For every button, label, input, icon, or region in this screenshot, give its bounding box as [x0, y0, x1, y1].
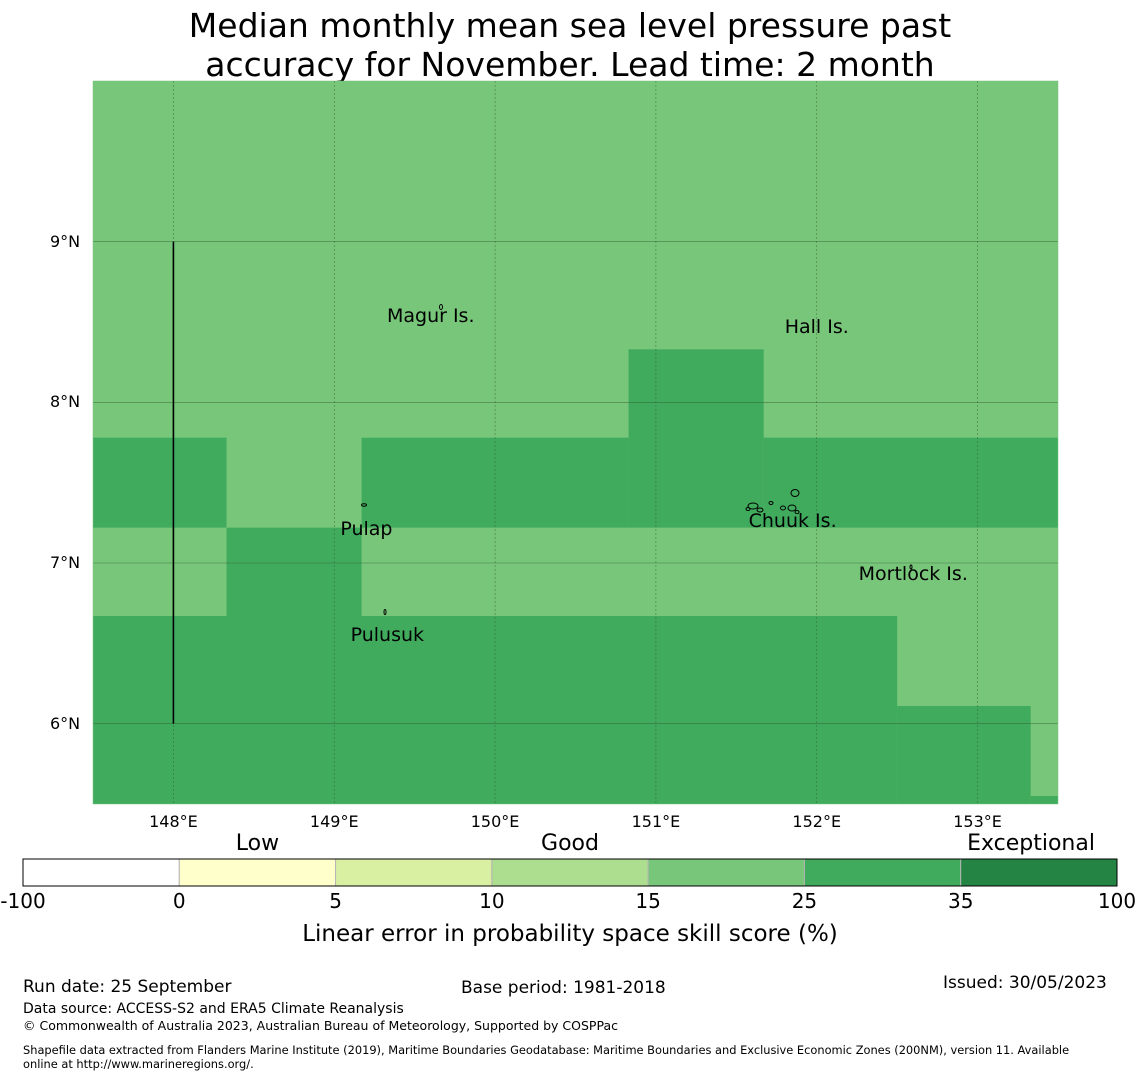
- colorbar-title: Linear error in probability space skill …: [302, 921, 838, 947]
- colorbar-bin: [960, 858, 1118, 887]
- lon-tick-label: 150°E: [470, 812, 520, 831]
- place-label: Hall Is.: [784, 315, 849, 338]
- title-line-1: Median monthly mean sea level pressure p…: [188, 6, 952, 45]
- shapefile-credit-line-2: online at http://www.marineregions.org/.: [23, 1057, 254, 1071]
- colorbar-frame: [22, 858, 1118, 887]
- colorbar-bin: [22, 858, 180, 887]
- lon-tick-label: 149°E: [309, 812, 359, 831]
- title-line-2: accuracy for November. Lead time: 2 mont…: [205, 45, 935, 84]
- skill-cell: [763, 437, 1058, 528]
- colorbar-tick-label: 0: [172, 889, 186, 913]
- lat-tick-label: 6°N: [50, 713, 81, 733]
- colorbar-tick-label: -100: [0, 889, 46, 913]
- colorbar-tick-label: 100: [1097, 889, 1137, 913]
- skill-cell: [628, 349, 764, 528]
- island-outline: [794, 510, 800, 514]
- colorbar-bin: [647, 858, 805, 887]
- skill-cell: [897, 705, 1031, 804]
- island-outline: [756, 507, 764, 513]
- island-outline: [768, 501, 774, 505]
- colorbar-bin: [335, 858, 493, 887]
- colorbar-tick-label: 10: [479, 889, 505, 913]
- skill-cell: [93, 437, 227, 528]
- skill-map: [92, 80, 1059, 805]
- colorbar-bin: [803, 858, 962, 887]
- skill-cell: [226, 527, 362, 617]
- place-label: Pulap: [340, 518, 393, 541]
- island-outline: [361, 503, 367, 507]
- map-title: Median monthly mean sea level pressure p…: [0, 6, 1140, 84]
- shapefile-credit-line-1: Shapefile data extracted from Flanders M…: [23, 1043, 1070, 1057]
- island-outline: [439, 304, 443, 310]
- island-outline: [909, 564, 913, 570]
- colorbar: [22, 858, 1118, 887]
- copyright-notice: © Commonwealth of Australia 2023, Austra…: [23, 1018, 618, 1033]
- colorbar-tick-label: 25: [791, 889, 818, 913]
- lon-tick-label: 151°E: [631, 812, 681, 831]
- island-outline: [383, 609, 387, 615]
- colorbar-bin: [178, 858, 337, 887]
- island-outline: [780, 505, 786, 511]
- issued-date: Issued: 30/05/2023: [943, 973, 1107, 993]
- island-outline: [745, 507, 751, 511]
- colorbar-bin: [491, 858, 649, 887]
- run-date: Run date: 25 September: [23, 977, 232, 997]
- lon-tick-label: 152°E: [792, 812, 842, 831]
- colorbar-category-label: Low: [235, 831, 280, 856]
- lon-tick-label: 153°E: [953, 812, 1002, 831]
- island-outline: [747, 502, 759, 510]
- island-outline: [790, 489, 800, 497]
- map-frame: [92, 80, 1059, 805]
- place-label: Mortlock Is.: [858, 563, 968, 586]
- lat-tick-label: 9°N: [50, 231, 81, 251]
- data-source: Data source: ACCESS-S2 and ERA5 Climate …: [23, 1001, 404, 1017]
- lat-tick-label: 7°N: [50, 553, 81, 572]
- place-label: Chuuk Is.: [748, 510, 837, 533]
- island-outline: [787, 504, 797, 512]
- skill-cell: [1030, 795, 1058, 804]
- colorbar-tick-label: 35: [947, 889, 974, 913]
- place-label: Magur Is.: [386, 304, 475, 327]
- colorbar-category-label: Good: [541, 831, 599, 856]
- colorbar-tick-label: 15: [635, 889, 661, 913]
- colorbar-category-label: Exceptional: [967, 831, 1095, 856]
- place-label: Pulusuk: [350, 624, 425, 647]
- lat-tick-label: 8°N: [50, 392, 81, 412]
- colorbar-tick-label: 5: [329, 889, 342, 913]
- lon-tick-label: 148°E: [149, 812, 198, 831]
- base-period: Base period: 1981-2018: [461, 978, 666, 998]
